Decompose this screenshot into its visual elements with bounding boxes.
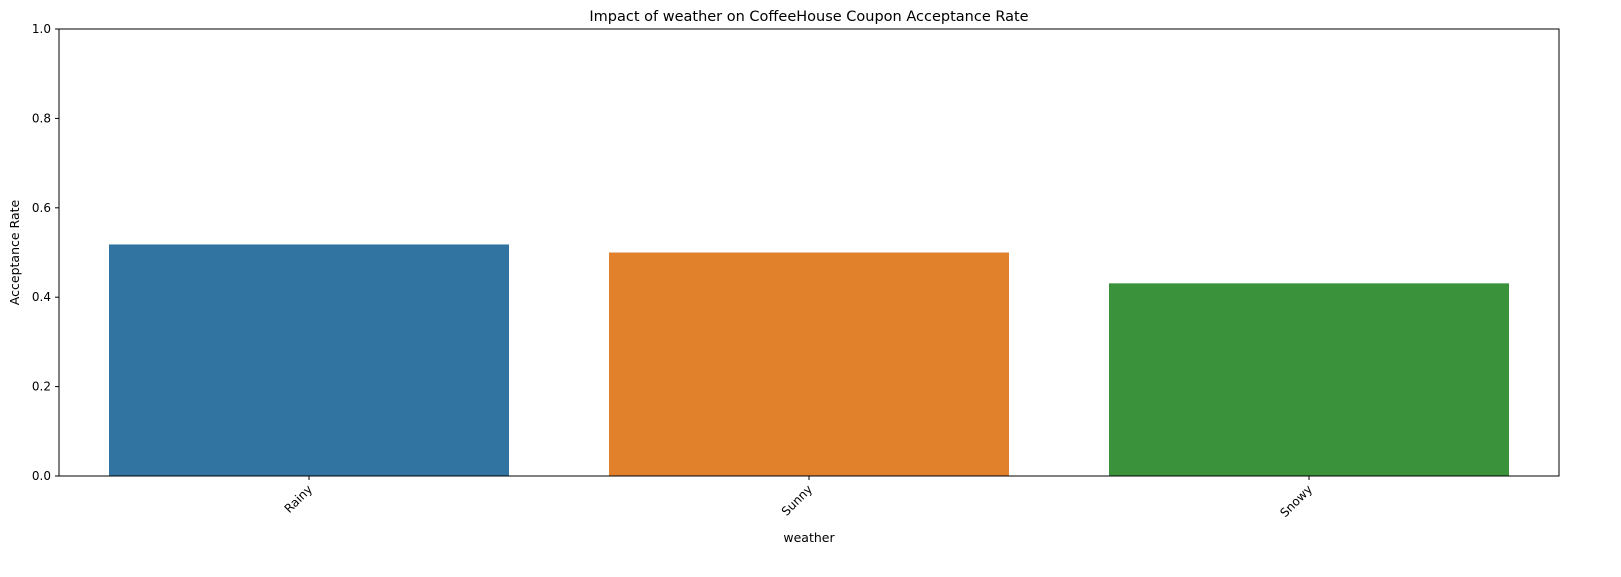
y-tick-label: 0.0 — [32, 469, 51, 483]
y-tick-label: 0.4 — [32, 290, 51, 304]
x-axis-label: weather — [783, 530, 835, 545]
bar-snowy — [1109, 283, 1509, 476]
y-tick-label: 0.6 — [32, 201, 51, 215]
x-tick-label: Sunny — [779, 482, 815, 518]
y-tick-label: 0.8 — [32, 111, 51, 125]
y-axis-ticks: 0.0 0.2 0.4 0.6 0.8 1.0 — [32, 22, 59, 483]
x-tick-label: Snowy — [1277, 482, 1315, 520]
chart-title: Impact of weather on CoffeeHouse Coupon … — [589, 9, 1028, 25]
x-tick-label: Rainy — [282, 482, 316, 516]
y-tick-label: 0.2 — [32, 380, 51, 394]
y-axis-label: Acceptance Rate — [7, 200, 22, 306]
bar-sunny — [609, 252, 1009, 476]
bar-rainy — [109, 244, 509, 476]
bars-layer — [109, 244, 1509, 476]
y-tick-label: 1.0 — [32, 22, 51, 36]
x-axis-ticks: Rainy Sunny Snowy — [282, 476, 1315, 520]
